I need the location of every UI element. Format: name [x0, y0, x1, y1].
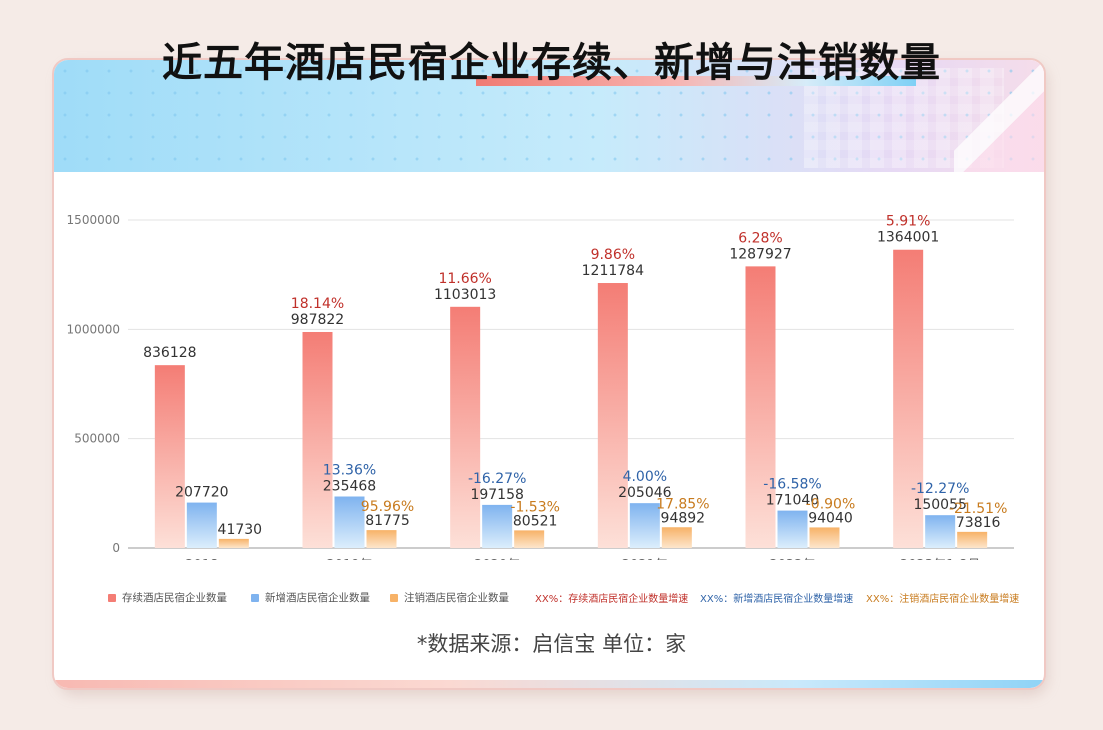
bar-cancel [809, 527, 840, 548]
chart-legend: 存续酒店民宿企业数量 新增酒店民宿企业数量 注销酒店民宿企业数量 XX%：存续酒… [108, 590, 1038, 606]
x-tick-label: 2021年 [622, 558, 668, 560]
bar-survival [154, 365, 185, 548]
legend-swatch-survival [108, 593, 116, 602]
data-label-new: 207720 [175, 485, 228, 501]
data-label-new: 150055 [913, 497, 966, 513]
bar-survival [745, 266, 776, 548]
data-label-cancel: 73816 [956, 515, 1001, 531]
x-tick-label: 2019年 [326, 558, 372, 560]
y-tick-label: 0 [112, 541, 120, 555]
data-label-cancel: 94040 [808, 510, 853, 526]
data-label-survival: 1287927 [729, 246, 791, 262]
data-label-survival: 836128 [143, 345, 196, 361]
growth-label-survival: 6.28% [738, 230, 782, 246]
legend-growth-cancel: XX%：注销酒店民宿企业数量增速 [866, 594, 1020, 605]
bar-new [482, 504, 513, 548]
data-label-new: 235468 [323, 479, 376, 495]
bar-new [777, 510, 808, 548]
data-label-cancel: 80521 [513, 513, 558, 529]
x-tick-label: 2022年 [769, 558, 815, 560]
legend-label-cancel: 注销酒店民宿企业数量 [404, 592, 509, 604]
bar-new [186, 502, 217, 548]
page-title: 近五年酒店民宿企业存续、新增与注销数量 [162, 40, 941, 86]
header-corner-decoration [954, 60, 1044, 172]
bar-cancel [218, 538, 249, 548]
bar-new [629, 503, 660, 548]
growth-label-cancel: -1.53% [510, 499, 560, 515]
legend-item-new: 新增酒店民宿企业数量 [251, 590, 370, 605]
growth-label-new: -16.27% [468, 471, 526, 487]
x-tick-label: 2018 [185, 558, 218, 560]
growth-label-cancel: -0.90% [806, 496, 856, 512]
growth-label-cancel: 95.96% [361, 499, 414, 515]
bar-cancel [661, 527, 692, 548]
card-bottom-strip [54, 680, 1044, 688]
x-tick-label: 2023年1-8月 [900, 558, 980, 560]
growth-label-new: -16.58% [763, 477, 821, 493]
y-tick-label: 1000000 [67, 322, 120, 336]
bar-survival [893, 249, 924, 548]
legend-swatch-new [251, 593, 259, 602]
growth-label-new: 4.00% [623, 469, 667, 485]
y-tick-label: 1500000 [67, 213, 120, 227]
growth-label-survival: 11.66% [438, 271, 491, 287]
bar-survival [597, 283, 628, 548]
bar-survival [450, 306, 481, 548]
growth-label-new: -12.27% [911, 481, 969, 497]
data-label-survival: 1103013 [434, 287, 496, 303]
legend-growth-new: XX%：新增酒店民宿企业数量增速 [700, 594, 854, 605]
growth-label-survival: 5.91% [886, 214, 930, 230]
bar-survival [302, 331, 333, 548]
legend-label-new: 新增酒店民宿企业数量 [265, 592, 370, 604]
data-label-cancel: 41730 [218, 522, 263, 538]
legend-swatch-cancel [390, 593, 398, 602]
data-label-new: 171040 [766, 493, 819, 509]
data-label-survival: 1364001 [877, 230, 939, 246]
legend-item-survival: 存续酒店民宿企业数量 [108, 590, 227, 605]
bar-new [334, 496, 365, 548]
bar-cancel [366, 530, 397, 548]
growth-label-cancel: 17.85% [656, 496, 709, 512]
data-source-note: *数据来源：启信宝 单位：家 [416, 632, 687, 656]
data-label-survival: 987822 [291, 312, 344, 328]
data-label-cancel: 81775 [365, 513, 410, 529]
y-tick-label: 500000 [74, 432, 120, 446]
legend-item-cancel: 注销酒店民宿企业数量 [390, 590, 509, 605]
growth-label-survival: 9.86% [591, 247, 635, 263]
growth-label-cancel: -21.51% [949, 501, 1007, 517]
x-tick-label: 2020年 [474, 558, 520, 560]
growth-label-survival: 18.14% [291, 296, 344, 312]
data-label-cancel: 94892 [661, 510, 706, 526]
title-underline [476, 76, 916, 86]
bar-cancel [514, 530, 545, 548]
bar-new [925, 515, 956, 548]
bar-chart: 0 500000 1000000 1500000 2018 836128 207720 41… [67, 213, 1014, 560]
data-label-survival: 1211784 [582, 263, 644, 279]
legend-growth-survival: XX%：存续酒店民宿企业数量增速 [535, 594, 689, 605]
bar-cancel [957, 531, 988, 548]
data-label-new: 205046 [618, 485, 672, 501]
legend-label-survival: 存续酒店民宿企业数量 [122, 592, 227, 604]
growth-label-new: 13.36% [323, 463, 376, 479]
data-label-new: 197158 [470, 487, 523, 503]
